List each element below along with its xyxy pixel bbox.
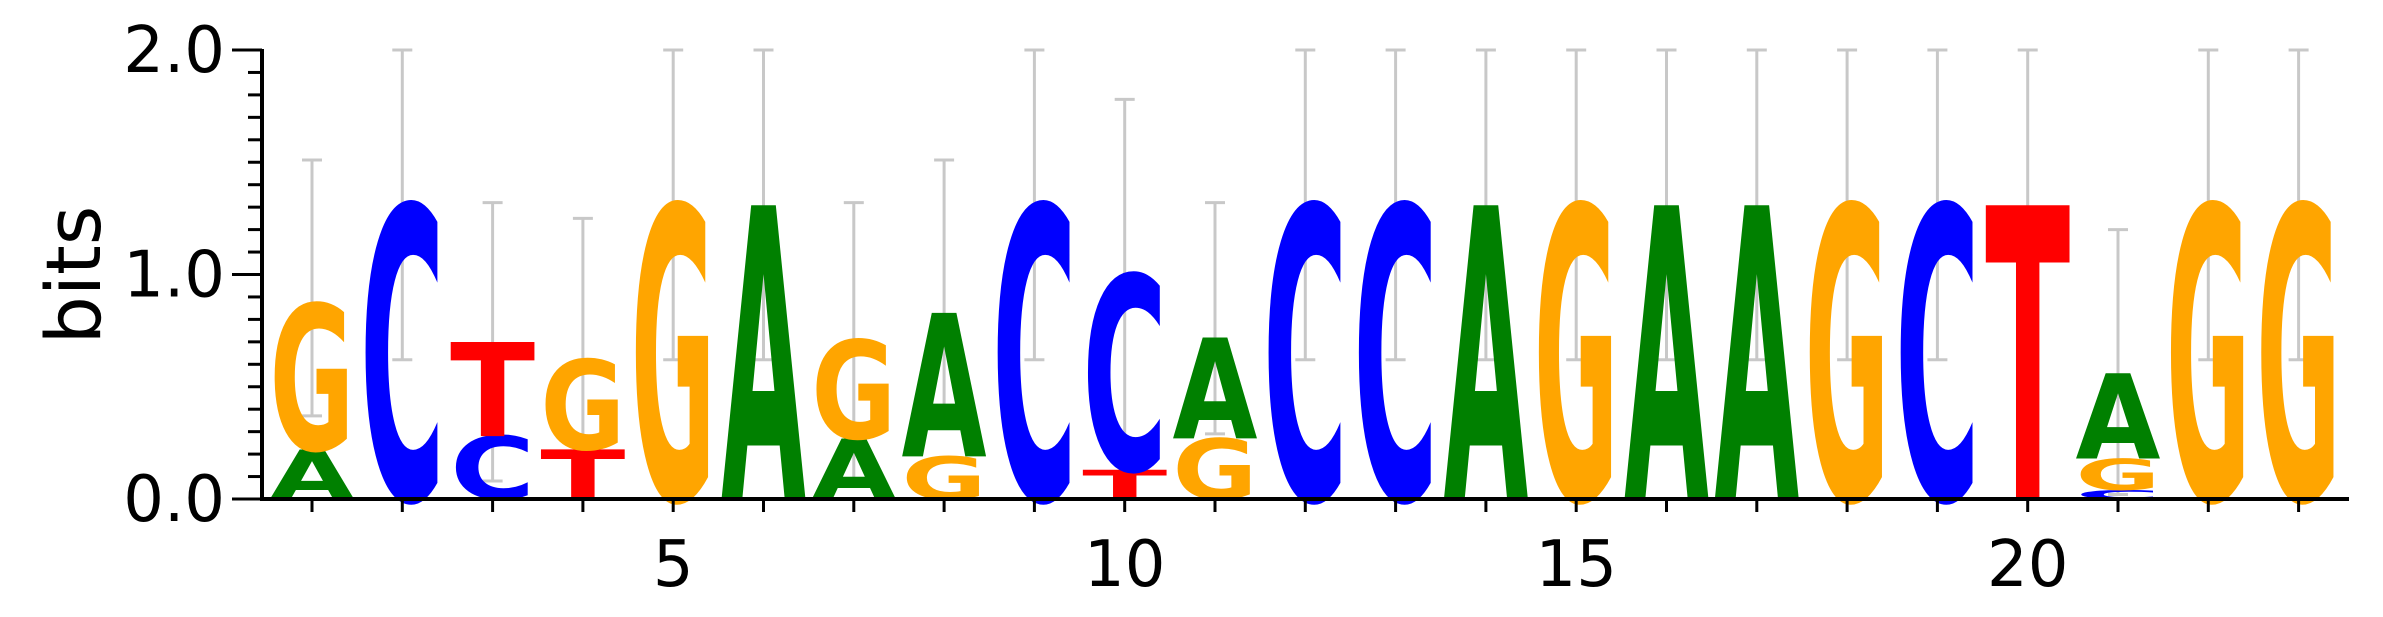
letter-a: A — [902, 274, 987, 504]
x-ticks: 5 10 15 20 — [310, 499, 2301, 602]
letter-t: T — [1985, 126, 2071, 595]
letter-g: G — [631, 126, 716, 594]
x-tick-label: 20 — [1987, 528, 2068, 602]
letter-c: C — [1082, 222, 1167, 533]
letter-a: A — [1443, 125, 1529, 594]
letter-a: A — [1714, 125, 1800, 594]
y-tick-label: 2.0 — [123, 14, 225, 88]
letter-g: G — [811, 314, 896, 471]
letter-a: A — [1624, 125, 1710, 594]
y-tick-label: 0.0 — [123, 463, 225, 537]
error-bars — [302, 48, 2309, 497]
x-tick-label: 10 — [1084, 528, 1165, 602]
letter-g: G — [1805, 126, 1890, 594]
letter-g: G — [2256, 126, 2341, 594]
letter-c: C — [360, 125, 445, 594]
letter-a: A — [2076, 350, 2161, 486]
letter-c: C — [1263, 125, 1348, 594]
y-ticks: 0.0 1.0 2.0 — [123, 14, 262, 537]
letter-a: A — [721, 125, 807, 594]
letter-g: G — [2166, 126, 2251, 594]
letter-g: G — [540, 335, 625, 479]
y-tick-label: 1.0 — [123, 239, 225, 313]
letter-g: G — [270, 264, 355, 498]
letter-g: G — [1534, 126, 1619, 594]
x-tick-label: 15 — [1535, 528, 1616, 602]
letter-t: T — [450, 316, 535, 467]
letter-c: C — [992, 125, 1077, 594]
letter-a: A — [1173, 311, 1258, 472]
x-tick-label: 5 — [653, 528, 694, 602]
letter-c: C — [1353, 125, 1438, 594]
letter-c: C — [1895, 125, 1980, 594]
letter-g: G — [2076, 450, 2161, 500]
y-axis-label: bits — [29, 206, 118, 345]
